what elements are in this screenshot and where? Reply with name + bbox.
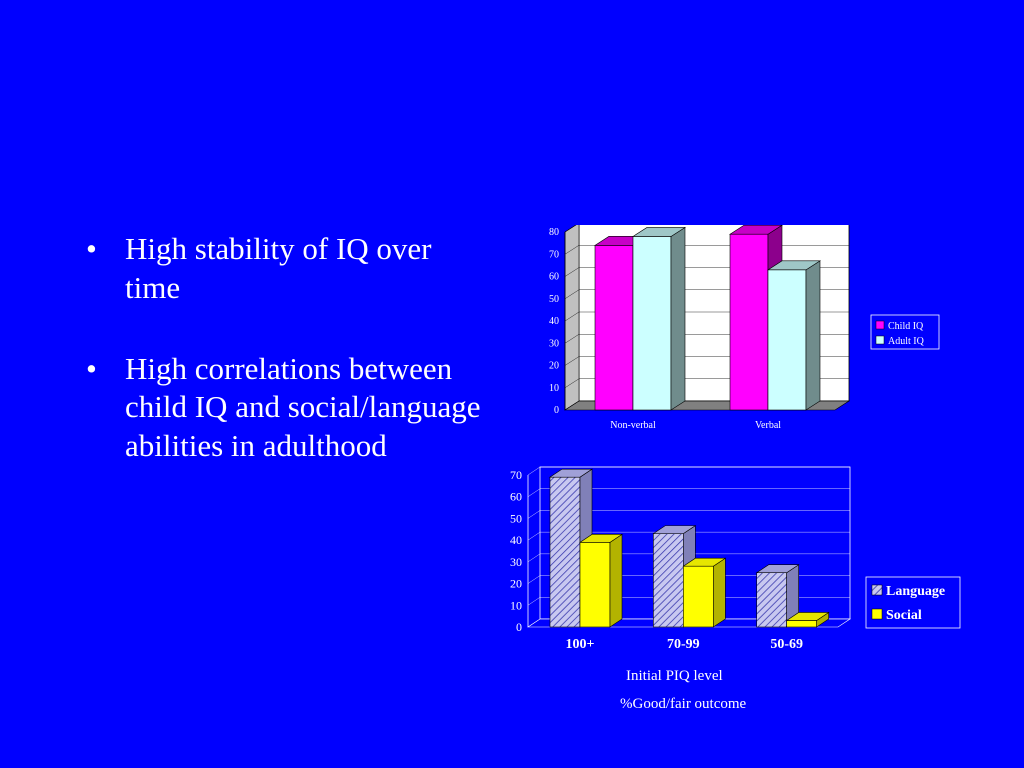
y-tick-label: 50 xyxy=(549,294,559,305)
y-tick-label: 20 xyxy=(510,577,522,591)
bar-social xyxy=(785,611,830,628)
bar-front xyxy=(756,572,787,628)
bar-front xyxy=(767,269,807,411)
y-tick-labels: 0 10 20 30 40 50 60 70 xyxy=(510,468,522,634)
legend-swatch xyxy=(875,335,885,345)
gridline xyxy=(527,510,850,519)
gridline xyxy=(564,225,577,233)
bar-side xyxy=(713,557,726,628)
bar-side xyxy=(609,533,623,628)
bar-language xyxy=(755,564,800,628)
y-tick-label: 70 xyxy=(510,468,522,482)
bar-front xyxy=(549,476,581,628)
bar-social xyxy=(579,533,623,628)
y-tick-label: 30 xyxy=(510,555,522,569)
y-tick-label: 10 xyxy=(549,383,559,394)
y-tick-label: 0 xyxy=(516,620,522,634)
y-tick-label: 20 xyxy=(549,361,559,372)
bar-front xyxy=(653,533,684,628)
bar-side xyxy=(670,226,686,411)
bar-top xyxy=(755,564,800,574)
outcome-chart: 0 10 20 30 40 50 60 70 100+ 70-99 50-69 Language S… xyxy=(510,466,961,652)
x-tick-label: 70-99 xyxy=(667,637,700,652)
bar-front xyxy=(683,565,714,628)
y-tick-label: 80 xyxy=(549,227,559,238)
bar-social xyxy=(682,557,727,628)
bar-top xyxy=(728,225,783,235)
bar-front xyxy=(786,620,817,628)
y-tick-labels: 0 10 20 30 40 50 60 70 80 xyxy=(549,227,559,416)
x-tick-labels: Non-verbal Verbal xyxy=(610,420,781,431)
x-axis-label: Initial PIQ level xyxy=(626,668,723,684)
y-tick-label: 40 xyxy=(510,533,522,547)
legend: Child IQ Adult IQ xyxy=(870,314,940,350)
legend-label: Social xyxy=(886,608,922,623)
bullet-list: High stability of IQ over time High corr… xyxy=(86,230,486,508)
legend-label: Child IQ xyxy=(888,321,924,332)
y-tick-label: 30 xyxy=(549,338,559,349)
y-tick-label: 50 xyxy=(510,511,522,525)
y-tick-label: 0 xyxy=(554,405,559,416)
bar-top xyxy=(631,227,687,237)
gridline xyxy=(527,466,850,476)
bars xyxy=(549,468,830,628)
bar-front xyxy=(594,245,634,411)
y-tick-label: 10 xyxy=(510,598,522,612)
legend-swatch xyxy=(871,608,883,620)
y-tick-label: 60 xyxy=(549,272,559,283)
bar-adult-iq xyxy=(766,260,822,411)
bar-top xyxy=(682,557,727,567)
gridline xyxy=(527,553,850,563)
x-tick-labels: 100+ 70-99 50-69 xyxy=(566,637,803,652)
x-tick-label: 50-69 xyxy=(770,637,803,652)
gridline xyxy=(527,488,850,497)
x-tick-label: 100+ xyxy=(566,637,595,652)
bar-top xyxy=(652,525,697,534)
chart-caption: %Good/fair outcome xyxy=(620,696,747,712)
bar-top xyxy=(766,260,822,271)
bar-top xyxy=(549,468,593,478)
gridline xyxy=(527,597,850,606)
bar-side xyxy=(805,260,821,411)
x-tick-label: Verbal xyxy=(755,420,781,431)
gridline xyxy=(527,531,850,541)
bar-front xyxy=(632,236,672,411)
bar-front xyxy=(729,233,769,411)
y-tick-label: 60 xyxy=(510,490,522,504)
y-tick-label: 40 xyxy=(549,316,559,327)
bar-top xyxy=(785,612,830,621)
legend-label: Adult IQ xyxy=(888,336,925,347)
legend-label: Language xyxy=(886,584,945,599)
bullet-item: High correlations between child IQ and s… xyxy=(86,350,486,466)
legend: Language Social xyxy=(865,576,961,629)
bullet-item: High stability of IQ over time xyxy=(86,230,486,308)
x-tick-label: Non-verbal xyxy=(610,420,656,431)
bar-top xyxy=(579,534,623,543)
y-tick-label: 70 xyxy=(549,249,559,260)
legend-swatch xyxy=(871,584,883,596)
gridline xyxy=(527,575,850,584)
bar-adult-iq xyxy=(631,226,687,411)
iq-stability-chart: 0 10 20 30 40 50 60 70 80 Non-verbal Verbal Child… xyxy=(549,225,940,431)
bars xyxy=(593,225,822,411)
bar-front xyxy=(579,542,611,628)
gridline xyxy=(527,618,850,628)
legend-swatch xyxy=(875,320,885,330)
